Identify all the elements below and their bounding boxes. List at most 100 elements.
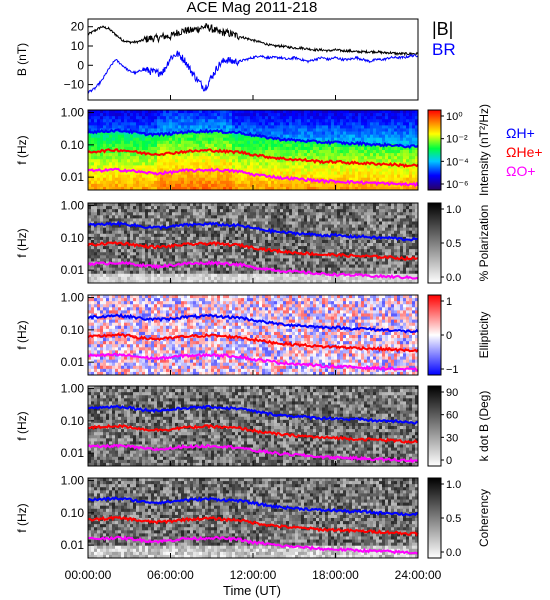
spectrogram-cell bbox=[253, 110, 257, 114]
spectrogram-cell bbox=[208, 227, 212, 232]
spectrogram-cell bbox=[292, 153, 296, 157]
spectrogram-cell bbox=[241, 270, 245, 275]
spectrogram-cell bbox=[277, 159, 281, 163]
spectrogram-cell bbox=[205, 276, 209, 281]
spectrogram-cell bbox=[118, 230, 122, 235]
spectrogram-cell bbox=[172, 171, 176, 176]
spectrogram-cell bbox=[292, 113, 296, 117]
spectrogram-cell bbox=[169, 258, 173, 262]
spectrogram-cell bbox=[316, 239, 320, 244]
spectrogram-cell bbox=[271, 177, 275, 182]
spectrogram-cell bbox=[259, 224, 263, 229]
spectrogram-cell bbox=[133, 203, 137, 207]
spectrogram-cell bbox=[217, 236, 221, 241]
spectrogram-cell bbox=[229, 162, 233, 166]
spectrogram-cell bbox=[103, 146, 107, 151]
spectrogram-cell bbox=[169, 255, 173, 259]
spectrogram-cell bbox=[118, 258, 122, 262]
spectrogram-cell bbox=[136, 140, 140, 145]
spectrogram-cell bbox=[265, 168, 269, 172]
spectrogram-cell bbox=[202, 165, 206, 169]
spectrogram-cell bbox=[406, 146, 410, 151]
spectrogram-cell bbox=[229, 153, 233, 157]
spectrogram-cell bbox=[271, 146, 275, 151]
spectrogram-cell bbox=[367, 156, 371, 160]
spectrogram-cell bbox=[202, 203, 206, 207]
spectrogram-cell bbox=[355, 153, 359, 157]
spectrogram-cell bbox=[280, 140, 284, 145]
spectrogram-cell bbox=[226, 255, 230, 259]
spectrogram-cell bbox=[256, 162, 260, 166]
spectrogram-cell bbox=[379, 140, 383, 145]
spectrogram-cell bbox=[121, 233, 125, 238]
spectrogram-cell bbox=[121, 255, 125, 259]
spectrogram-cell bbox=[133, 177, 137, 182]
spectrogram-cell bbox=[256, 239, 260, 244]
spectrogram-cell bbox=[322, 261, 326, 265]
spectrogram-cell bbox=[127, 183, 131, 188]
spectrogram-cell bbox=[391, 122, 395, 126]
spectrogram-cell bbox=[97, 140, 101, 145]
spectrogram-cell bbox=[229, 177, 233, 182]
spectrogram-cell bbox=[121, 116, 125, 120]
spectrogram-cell bbox=[154, 137, 158, 142]
spectrogram-cell bbox=[169, 113, 173, 117]
spectrogram-cell bbox=[214, 264, 218, 269]
spectrogram-cell bbox=[139, 128, 143, 132]
spectrogram-cell bbox=[133, 273, 137, 278]
spectrogram-cell bbox=[379, 183, 383, 188]
spectrogram-cell bbox=[184, 258, 188, 262]
spectrogram-cell bbox=[271, 162, 275, 166]
spectrogram-cell bbox=[403, 162, 407, 166]
spectrogram-cell bbox=[97, 249, 101, 253]
spectrogram-cell bbox=[241, 252, 245, 256]
spectrogram-cell bbox=[385, 140, 389, 145]
spectrogram-cell bbox=[280, 246, 284, 250]
spectrogram-cell bbox=[208, 233, 212, 238]
spectrogram-cell bbox=[346, 122, 350, 126]
spectrogram-cell bbox=[370, 159, 374, 163]
spectrogram-cell bbox=[292, 110, 296, 114]
spectrogram-cell bbox=[241, 159, 245, 163]
spectrogram-cell bbox=[145, 143, 149, 148]
spectrogram-cell bbox=[310, 236, 314, 241]
spectrogram-cell bbox=[268, 230, 272, 235]
spectrogram-cell bbox=[262, 252, 266, 256]
spectrogram-cell bbox=[283, 153, 287, 157]
spectrogram-cell bbox=[262, 236, 266, 241]
spectrogram-cell bbox=[115, 174, 119, 179]
spectrogram-cell bbox=[295, 203, 299, 207]
spectrogram-cell bbox=[163, 140, 167, 145]
spectrogram-cell bbox=[142, 273, 146, 278]
spectrogram-cell bbox=[139, 212, 143, 216]
spectrogram-cell bbox=[286, 113, 290, 117]
spectrogram-cell bbox=[172, 168, 176, 172]
spectrogram-cell bbox=[145, 150, 149, 154]
spectrogram-cell bbox=[325, 162, 329, 166]
spectrogram-cell bbox=[124, 249, 128, 253]
spectrogram-cell bbox=[148, 218, 152, 222]
spectrogram-cell bbox=[337, 183, 341, 188]
spectrogram-cell bbox=[172, 137, 176, 142]
spectrogram-cell bbox=[412, 116, 416, 120]
spectrogram-cell bbox=[328, 162, 332, 166]
spectrogram-cell bbox=[151, 255, 155, 259]
spectrogram-cell bbox=[265, 243, 269, 247]
spectrogram-cell bbox=[301, 119, 305, 123]
spectrogram-cell bbox=[343, 153, 347, 157]
spectrogram-cell bbox=[385, 122, 389, 126]
spectrogram-cell bbox=[220, 113, 224, 117]
spectrogram-cell bbox=[277, 183, 281, 188]
spectrogram-cell bbox=[106, 243, 110, 247]
spectrogram-cell bbox=[289, 276, 293, 281]
spectrogram-cell bbox=[220, 131, 224, 136]
spectrogram-cell bbox=[403, 128, 407, 132]
spectrogram-cell bbox=[289, 125, 293, 129]
spectrogram-cell bbox=[379, 122, 383, 126]
spectrogram-cell bbox=[265, 128, 269, 132]
spectrogram-cell bbox=[220, 159, 224, 163]
spectrogram-cell bbox=[340, 116, 344, 120]
spectrogram-cell bbox=[316, 273, 320, 278]
spectrogram-cell bbox=[124, 165, 128, 169]
spectrogram-cell bbox=[256, 279, 260, 284]
